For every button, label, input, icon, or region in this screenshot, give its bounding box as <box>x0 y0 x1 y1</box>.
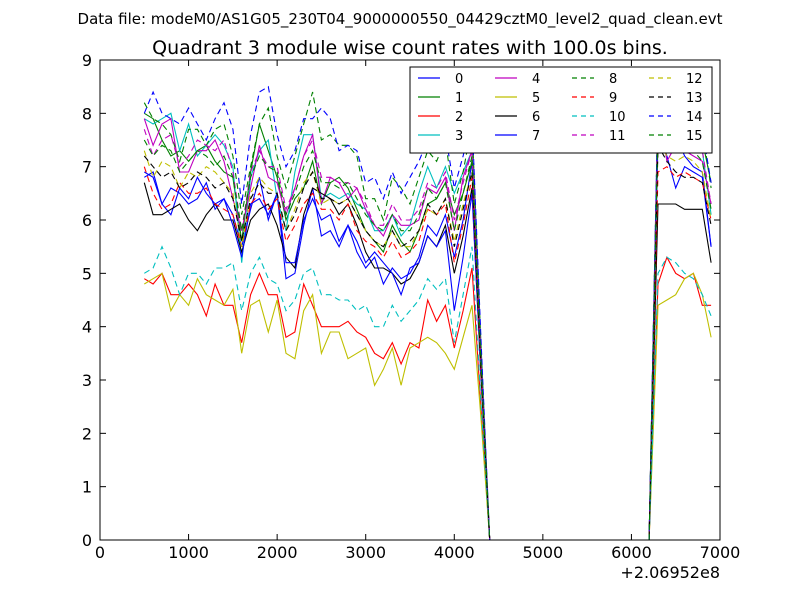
legend-label-13: 13 <box>686 91 703 106</box>
legend-label-9: 9 <box>609 91 617 106</box>
legend-label-4: 4 <box>532 72 540 87</box>
y-tick-label: 7 <box>82 158 92 177</box>
legend-label-15: 15 <box>686 129 703 144</box>
y-tick-label: 4 <box>82 318 92 337</box>
legend-label-0: 0 <box>455 72 463 87</box>
y-tick-label: 5 <box>82 264 92 283</box>
x-tick-label: 5000 <box>522 543 563 562</box>
y-tick-label: 8 <box>82 104 92 123</box>
y-tick-label: 6 <box>82 211 92 230</box>
series-line-14 <box>143 85 712 541</box>
legend-label-12: 12 <box>686 72 703 87</box>
legend-label-6: 6 <box>532 110 540 125</box>
x-tick-label: 2000 <box>257 543 298 562</box>
legend-frame <box>409 66 713 154</box>
y-tick-label: 9 <box>82 51 92 70</box>
legend-label-8: 8 <box>609 72 617 87</box>
y-tick-label: 3 <box>82 371 92 390</box>
legend-label-2: 2 <box>455 110 463 125</box>
chart-title: Quadrant 3 module wise count rates with … <box>152 37 668 59</box>
legend-label-14: 14 <box>686 110 703 125</box>
x-tick-label: 1000 <box>168 543 209 562</box>
legend-label-5: 5 <box>532 91 540 106</box>
y-tick-label: 0 <box>82 531 92 550</box>
figure-suptitle: Data file: modeM0/AS1G05_230T04_90000005… <box>78 10 723 29</box>
legend-label-7: 7 <box>532 129 540 144</box>
x-tick-label: 3000 <box>345 543 386 562</box>
y-tick-label: 2 <box>82 424 92 443</box>
legend-label-10: 10 <box>609 110 626 125</box>
x-tick-label: 4000 <box>434 543 475 562</box>
x-tick-label: 0 <box>95 543 105 562</box>
y-tick-label: 1 <box>82 478 92 497</box>
legend-label-3: 3 <box>455 129 463 144</box>
series-line-15 <box>143 121 712 541</box>
legend-label-11: 11 <box>609 129 626 144</box>
x-axis-offset-label: +2.06952e8 <box>620 563 720 582</box>
x-tick-label: 7000 <box>700 543 741 562</box>
legend-label-1: 1 <box>455 91 463 106</box>
plot-frame <box>99 59 721 541</box>
x-tick-label: 6000 <box>611 543 652 562</box>
